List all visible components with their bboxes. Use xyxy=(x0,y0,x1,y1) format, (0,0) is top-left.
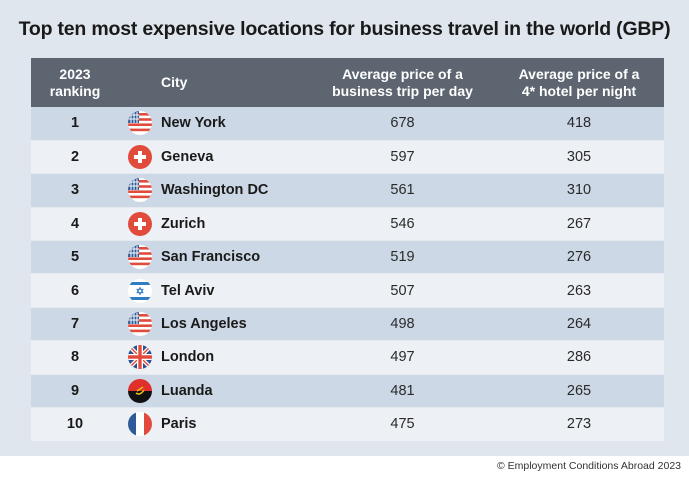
hotel-price-cell: 263 xyxy=(494,273,664,308)
table-header-row: 2023 ranking City Average price of a busin… xyxy=(31,58,664,107)
hotel-price-cell: 286 xyxy=(494,340,664,375)
flag-cell xyxy=(119,139,161,174)
hotel-price-cell: 273 xyxy=(494,407,664,441)
trip-price-cell: 475 xyxy=(311,407,494,441)
switzerland-flag-icon xyxy=(128,145,152,170)
hotel-price-cell: 276 xyxy=(494,240,664,274)
copyright-footer: © Employment Conditions Abroad 2023 xyxy=(496,460,681,472)
usa-flag-icon xyxy=(128,178,152,203)
flag-cell xyxy=(119,173,161,208)
flag-cell xyxy=(119,107,161,140)
flag-cell xyxy=(119,306,161,341)
trip-price-cell: 519 xyxy=(311,240,494,274)
header-ranking: 2023 ranking xyxy=(49,65,101,99)
rank-cell: 7 xyxy=(31,306,119,341)
hotel-price-cell: 310 xyxy=(494,173,664,208)
france-flag-icon xyxy=(128,412,152,437)
table-row: 9 Luanda 481 265 xyxy=(31,373,664,408)
trip-price-cell: 678 xyxy=(390,115,415,132)
usa-flag-icon xyxy=(128,111,152,136)
table-row: 8 London 497 286 xyxy=(31,340,664,375)
rank-cell: 9 xyxy=(31,373,119,408)
hotel-price-cell: 418 xyxy=(566,115,592,132)
rank-cell: 5 xyxy=(31,240,119,274)
table-row: 2 Geneva 597 305 xyxy=(31,139,664,174)
page-title: Top ten most expensive locations for bus… xyxy=(18,18,671,40)
header-city: City xyxy=(161,74,188,90)
rank-cell: 8 xyxy=(31,340,119,375)
hotel-price-cell: 267 xyxy=(494,206,664,241)
city-cell: London xyxy=(161,340,311,375)
rank-cell: 2 xyxy=(31,139,119,174)
ranking-table: 2023 ranking City Average price of a busin… xyxy=(31,58,664,441)
trip-price-cell: 561 xyxy=(311,173,494,208)
table-row: 5 San Francisco 519 276 xyxy=(31,240,664,274)
flag-cell xyxy=(119,373,161,408)
city-cell: Luanda xyxy=(161,373,311,408)
city-cell: Paris xyxy=(161,407,311,441)
city-cell: Tel Aviv xyxy=(161,273,311,308)
hotel-price-cell: 264 xyxy=(494,306,664,341)
header-hotel-price: Average price of a 4* hotel per night xyxy=(518,65,640,99)
rank-cell: 10 xyxy=(31,407,119,441)
rank-cell: 6 xyxy=(31,273,119,308)
flag-cell xyxy=(119,340,161,375)
israel-flag-icon xyxy=(128,278,152,303)
city-cell: San Francisco xyxy=(161,240,311,274)
table-row: 10 Paris 475 273 xyxy=(31,407,664,441)
table-row: 3 Washington DC 561 310 xyxy=(31,173,664,208)
city-cell: Los Angeles xyxy=(161,306,311,341)
city-cell: Zurich xyxy=(161,206,311,241)
city-cell: Washington DC xyxy=(161,173,311,208)
trip-price-cell: 507 xyxy=(311,273,494,308)
trip-price-cell: 546 xyxy=(311,206,494,241)
rank-cell: 3 xyxy=(31,173,119,208)
trip-price-cell: 498 xyxy=(311,306,494,341)
hotel-price-cell: 305 xyxy=(494,139,664,174)
usa-flag-icon xyxy=(128,245,152,270)
trip-price-cell: 597 xyxy=(311,139,494,174)
switzerland-flag-icon xyxy=(128,211,152,236)
table-row: 4 Zurich 546 267 xyxy=(31,206,664,241)
hotel-price-cell: 265 xyxy=(494,373,664,408)
trip-price-cell: 497 xyxy=(311,340,494,375)
flag-cell xyxy=(119,206,161,241)
city-cell: Geneva xyxy=(161,139,311,174)
header-trip-price: Average price of a business trip per day xyxy=(332,65,473,99)
rank-cell: 4 xyxy=(31,206,119,241)
angola-flag-icon xyxy=(128,378,152,403)
trip-price-cell: 481 xyxy=(311,373,494,408)
uk-flag-icon xyxy=(128,345,152,370)
header-flag xyxy=(119,58,161,107)
flag-cell xyxy=(119,273,161,308)
table-row: 7 Los Angeles 498 264 xyxy=(31,306,664,341)
city-cell: New York xyxy=(161,115,226,132)
flag-cell xyxy=(119,240,161,274)
rank-cell: 1 xyxy=(70,115,80,132)
usa-flag-icon xyxy=(128,312,152,337)
table-row: 6 Tel Aviv 507 263 xyxy=(31,273,664,308)
flag-cell xyxy=(119,407,161,441)
table-row: 1 New York 678 418 xyxy=(31,107,664,141)
